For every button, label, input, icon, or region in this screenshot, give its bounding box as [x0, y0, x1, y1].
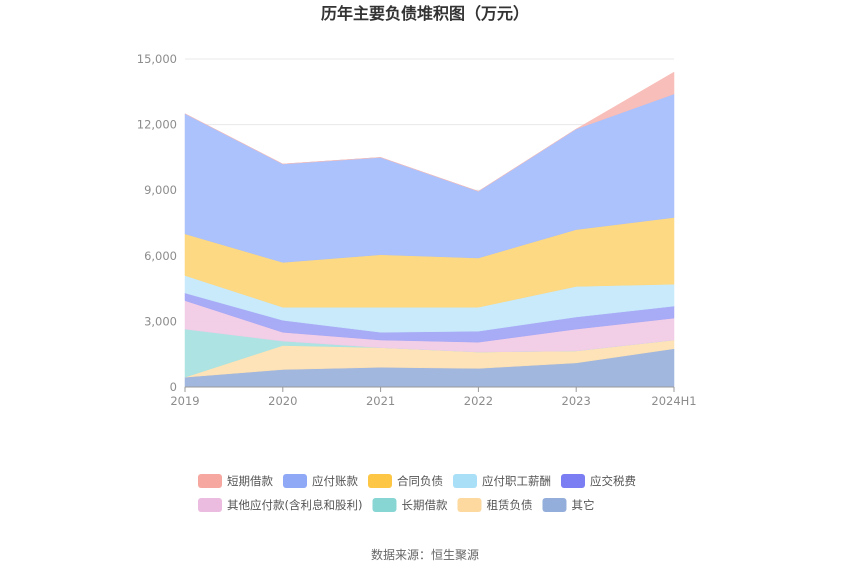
axes: 0 3,000 6,000 9,000 12,000 15,000 2019 2020 2021…: [137, 52, 697, 408]
legend-swatch: [542, 498, 567, 512]
x-tick-label: 2020: [268, 394, 297, 408]
legend-item-应付职工薪酬[interactable]: 应付职工薪酬: [453, 474, 551, 488]
y-tick-label: 3,000: [144, 314, 177, 328]
legend-label: 应交税费: [590, 474, 636, 488]
legend-item-其他应付款(含利息和股利)[interactable]: 其他应付款(含利息和股利): [198, 498, 362, 512]
legend-label: 应付账款: [312, 474, 358, 488]
legend-swatch: [457, 498, 482, 512]
y-tick-label: 12,000: [137, 118, 177, 132]
x-tick-label: 2021: [366, 394, 395, 408]
legend-label: 长期借款: [401, 498, 447, 512]
x-tick-label: 2024H1: [651, 394, 696, 408]
legend-item-长期借款[interactable]: 长期借款: [372, 498, 448, 512]
legend-swatch: [453, 474, 477, 488]
y-tick-label: 6,000: [144, 249, 177, 263]
y-tick-label: 9,000: [144, 183, 177, 197]
legend-label: 其它: [571, 498, 594, 512]
chart-title: 历年主要负债堆积图（万元）: [321, 4, 529, 23]
legend-swatch: [368, 474, 392, 488]
area-series: [184, 71, 675, 388]
legend-swatch: [372, 498, 397, 512]
data-source-note: 数据来源：恒生聚源: [371, 547, 479, 562]
legend-label: 合同负债: [397, 474, 443, 488]
legend-swatch: [198, 474, 222, 488]
legend-item-应付账款[interactable]: 应付账款: [283, 474, 358, 488]
y-tick-label: 0: [170, 380, 177, 394]
legend-label: 短期借款: [227, 474, 273, 488]
legend-swatch: [561, 474, 585, 488]
y-tick-label: 15,000: [137, 52, 177, 66]
x-tick-label: 2019: [170, 394, 199, 408]
legend-item-租赁负债[interactable]: 租赁负债: [457, 498, 532, 512]
legend-swatch: [283, 474, 307, 488]
legend-item-合同负债[interactable]: 合同负债: [368, 474, 443, 488]
x-tick-label: 2022: [464, 394, 493, 408]
legend-item-应交税费[interactable]: 应交税费: [561, 474, 636, 488]
legend-label: 应付职工薪酬: [482, 474, 551, 488]
legend-label: 其他应付款(含利息和股利): [227, 498, 362, 512]
x-tick-label: 2023: [562, 394, 591, 408]
legend-label: 租赁负债: [486, 498, 532, 512]
legend-item-其它[interactable]: 其它: [542, 498, 594, 512]
legend-swatch: [198, 498, 222, 512]
legend-item-短期借款[interactable]: 短期借款: [198, 474, 273, 488]
area-series-短期借款[interactable]: [184, 71, 675, 192]
